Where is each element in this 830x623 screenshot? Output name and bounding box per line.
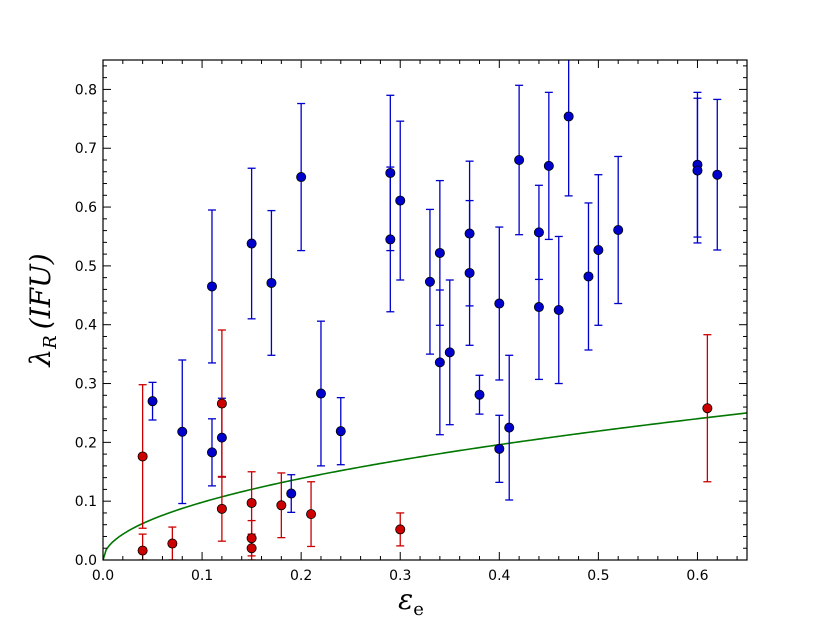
x-tick-labels: 0.0 0.1 0.2 0.3 0.4 0.5 0.6: [92, 568, 709, 584]
data-point: [276, 500, 287, 511]
y-tick-label: 0.2: [75, 435, 97, 451]
data-point: [246, 533, 257, 544]
x-tick-label: 0.0: [92, 568, 114, 584]
data-point: [216, 432, 227, 443]
y-tick-label: 0.6: [75, 200, 97, 216]
data-point: [246, 497, 257, 508]
data-point: [385, 167, 396, 178]
data-point: [553, 304, 564, 315]
data-point: [474, 389, 485, 400]
data-point: [167, 538, 178, 549]
data-point: [464, 228, 475, 239]
plot-frame: [102, 59, 748, 561]
axis-ticks: [102, 60, 747, 561]
data-point: [444, 347, 455, 358]
data-point: [424, 276, 435, 287]
x-tick-label: 0.4: [488, 568, 510, 584]
data-point: [315, 388, 326, 399]
data-point: [147, 396, 158, 407]
x-tick-label: 0.6: [686, 568, 708, 584]
data-point: [137, 451, 148, 462]
curve-layer: [103, 412, 747, 560]
x-axis-label: εe: [398, 583, 424, 620]
x-tick-label: 0.1: [191, 568, 213, 584]
data-point: [206, 281, 217, 292]
data-point: [385, 234, 396, 245]
data-point: [464, 267, 475, 278]
y-tick-label: 0.5: [75, 259, 97, 275]
data-point: [543, 160, 554, 171]
data-point: [296, 172, 307, 183]
error-bars: [138, 60, 722, 560]
y-tick-label: 0.8: [75, 82, 97, 98]
data-point: [246, 238, 257, 249]
y-tick-label: 0.7: [75, 141, 97, 157]
data-point: [593, 244, 604, 255]
data-point: [434, 247, 445, 258]
data-point: [395, 195, 406, 206]
data-point: [533, 227, 544, 238]
data-point: [702, 403, 713, 414]
y-tick-labels: 0.0 0.1 0.2 0.3 0.4 0.5 0.6 0.7 0.8: [75, 82, 97, 569]
model-curve: [103, 412, 747, 560]
data-point: [216, 503, 227, 514]
data-point: [306, 509, 317, 520]
y-axis-label-suffix: (IFU): [24, 253, 57, 329]
data-point: [583, 271, 594, 282]
y-tick-label: 0.1: [75, 494, 97, 510]
y-tick-label: 0.3: [75, 377, 97, 393]
data-point: [494, 298, 505, 309]
data-point: [504, 422, 515, 433]
data-point: [335, 426, 346, 437]
x-axis-label-sub: e: [413, 599, 424, 620]
data-point: [494, 443, 505, 454]
data-point: [533, 302, 544, 313]
y-tick-label: 0.0: [75, 553, 97, 569]
y-axis-label: λR(IFU): [24, 253, 61, 367]
data-point: [395, 524, 406, 535]
data-point: [434, 357, 445, 368]
data-point: [613, 224, 624, 235]
x-tick-label: 0.2: [290, 568, 312, 584]
data-point: [266, 277, 277, 288]
data-point: [514, 154, 525, 165]
data-point: [563, 111, 574, 122]
data-point: [246, 543, 257, 554]
data-point: [216, 398, 227, 409]
x-tick-label: 0.3: [389, 568, 411, 584]
data-point: [206, 447, 217, 458]
data-point: [692, 165, 703, 176]
data-points: [137, 111, 723, 556]
y-axis-label-sub: R: [40, 335, 61, 350]
data-point: [712, 169, 723, 180]
data-point: [286, 488, 297, 499]
data-point: [177, 426, 188, 437]
x-tick-label: 0.5: [587, 568, 609, 584]
data-point: [137, 545, 148, 556]
y-tick-label: 0.4: [75, 318, 97, 334]
